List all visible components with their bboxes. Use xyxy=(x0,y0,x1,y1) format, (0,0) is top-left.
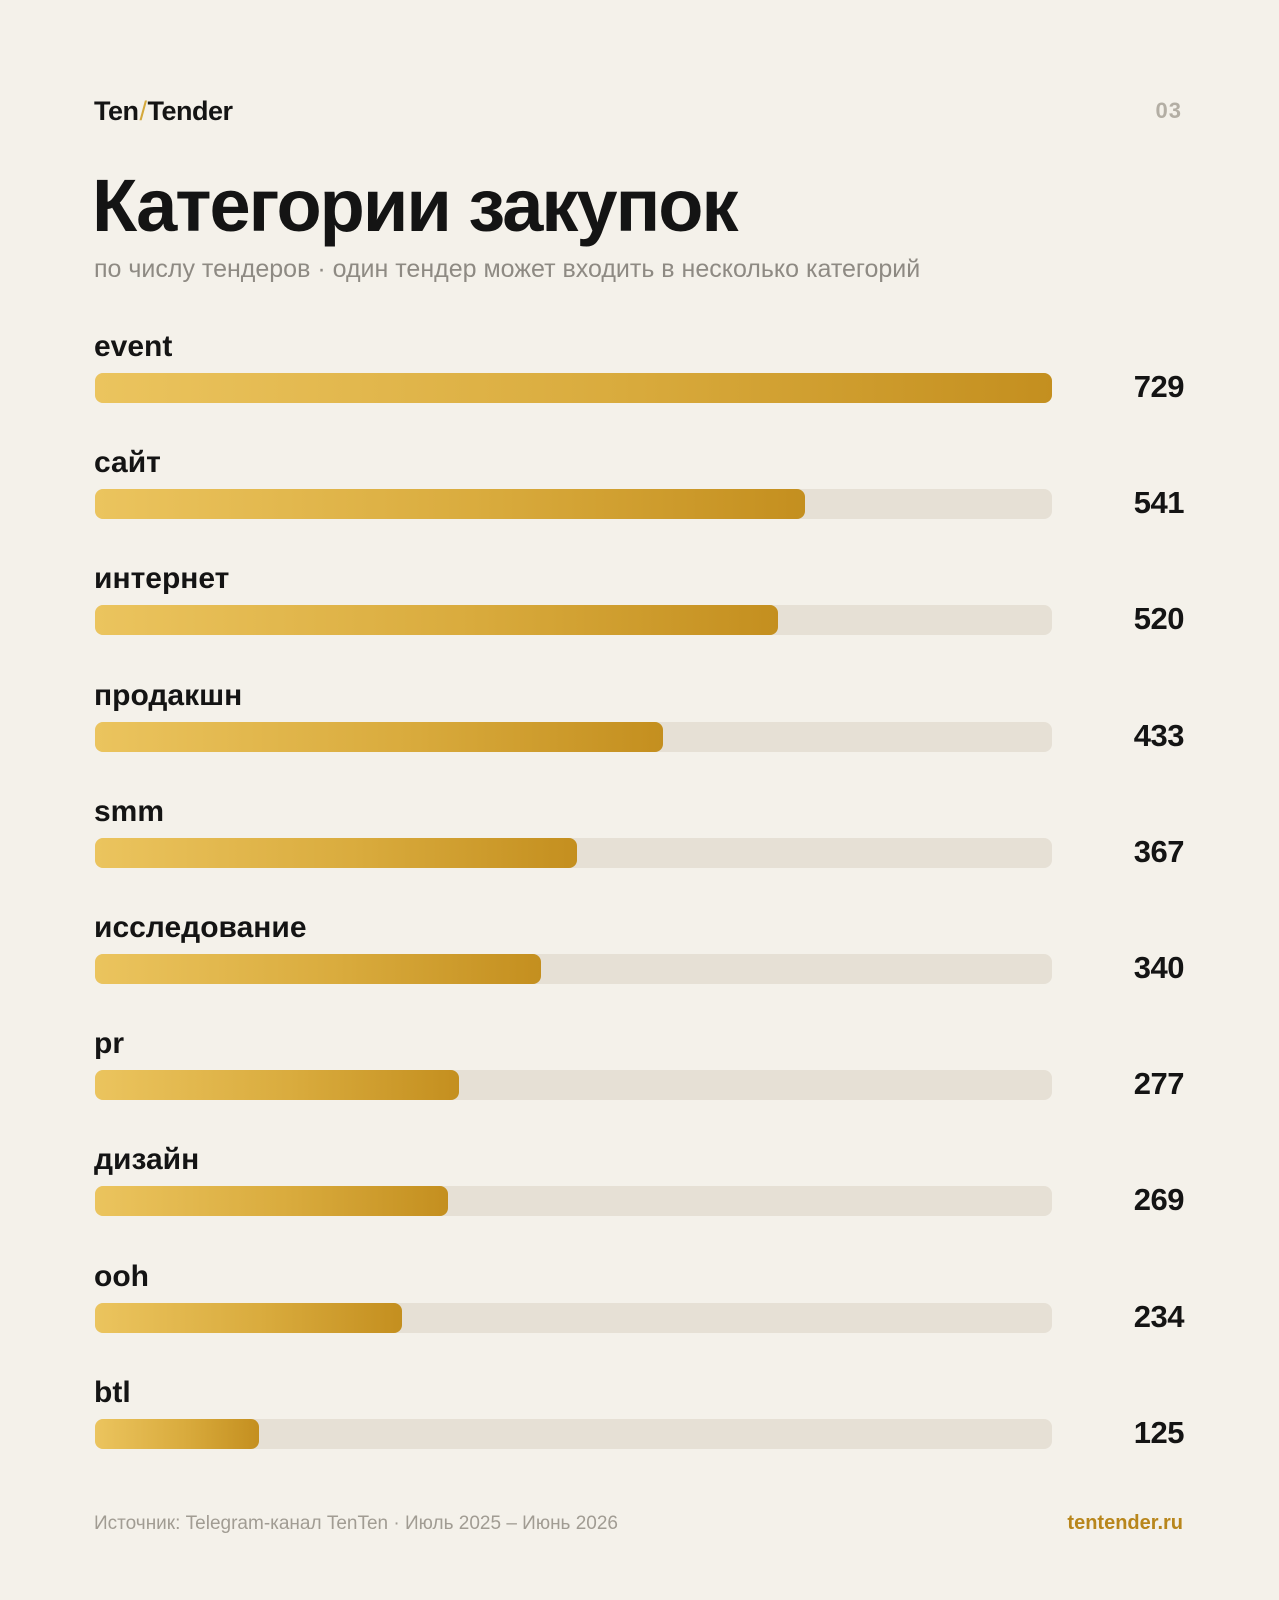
bar-row: дизайн 269 xyxy=(0,1141,1279,1251)
value-label: 729 xyxy=(1133,369,1185,404)
bar-track xyxy=(95,721,1052,752)
bar-row: исследование 340 xyxy=(0,909,1279,1019)
footer-url[interactable]: tentender.ru xyxy=(1067,1512,1183,1534)
category-label: btl xyxy=(94,1375,131,1409)
value-label: 541 xyxy=(1133,485,1185,521)
bar-row: pr 277 xyxy=(0,1025,1279,1135)
bar-track xyxy=(95,1070,1052,1101)
bar-track xyxy=(95,605,1052,636)
value-label: 125 xyxy=(1133,1414,1185,1450)
bar-row: smm 367 xyxy=(0,793,1279,903)
bar-track xyxy=(95,1418,1052,1449)
brand-logo-right: Tender xyxy=(147,96,234,126)
category-label: event xyxy=(94,330,173,363)
bar-track xyxy=(95,837,1052,868)
value-label: 340 xyxy=(1133,950,1185,985)
bar-row: сайт 541 xyxy=(0,444,1279,554)
bar-row: event 729 xyxy=(0,328,1279,438)
brand-logo: Ten/Tender xyxy=(94,94,233,128)
category-label: pr xyxy=(94,1027,124,1061)
bar-track xyxy=(95,489,1052,520)
category-label: продакшн xyxy=(94,678,243,712)
bar-track xyxy=(95,1186,1052,1217)
chart-subtitle: по числу тендеров · один тендер может вх… xyxy=(94,255,921,283)
bar-track xyxy=(95,373,1052,403)
value-label: 234 xyxy=(1133,1298,1185,1334)
footer-source: Источник: Telegram-канал TenTen · Июль 2… xyxy=(94,1513,619,1534)
category-label: дизайн xyxy=(94,1143,200,1177)
value-label: 367 xyxy=(1133,833,1185,869)
category-label: smm xyxy=(94,794,165,828)
category-label: интернет xyxy=(94,562,230,596)
bar-row: продакшн 433 xyxy=(0,677,1279,787)
category-label: ooh xyxy=(94,1259,149,1293)
bar-fill xyxy=(95,837,577,868)
bar-row: интернет 520 xyxy=(0,560,1279,670)
bar-fill xyxy=(95,1070,459,1101)
bar-track xyxy=(95,954,1052,984)
value-label: 277 xyxy=(1133,1066,1185,1102)
bar-fill xyxy=(95,954,542,984)
value-label: 269 xyxy=(1133,1182,1185,1218)
bar-fill xyxy=(95,605,778,636)
bar-fill xyxy=(95,373,1052,403)
bar-fill xyxy=(95,1302,403,1333)
bar-row: btl 125 xyxy=(0,1374,1279,1484)
bar-row: ooh 234 xyxy=(0,1258,1279,1368)
bar-fill xyxy=(95,721,664,752)
bar-fill xyxy=(95,1186,449,1217)
value-label: 520 xyxy=(1133,601,1185,637)
bar-fill xyxy=(95,489,806,520)
category-label: сайт xyxy=(94,446,161,480)
value-label: 433 xyxy=(1133,717,1185,753)
bar-fill xyxy=(95,1418,260,1449)
page-number: 03 xyxy=(1155,98,1182,123)
bar-track xyxy=(95,1302,1052,1333)
brand-logo-left: Ten xyxy=(94,96,139,126)
brand-logo-slash: / xyxy=(139,96,148,126)
category-label: исследование xyxy=(94,911,307,944)
chart-title: Категории закупок xyxy=(92,164,739,247)
